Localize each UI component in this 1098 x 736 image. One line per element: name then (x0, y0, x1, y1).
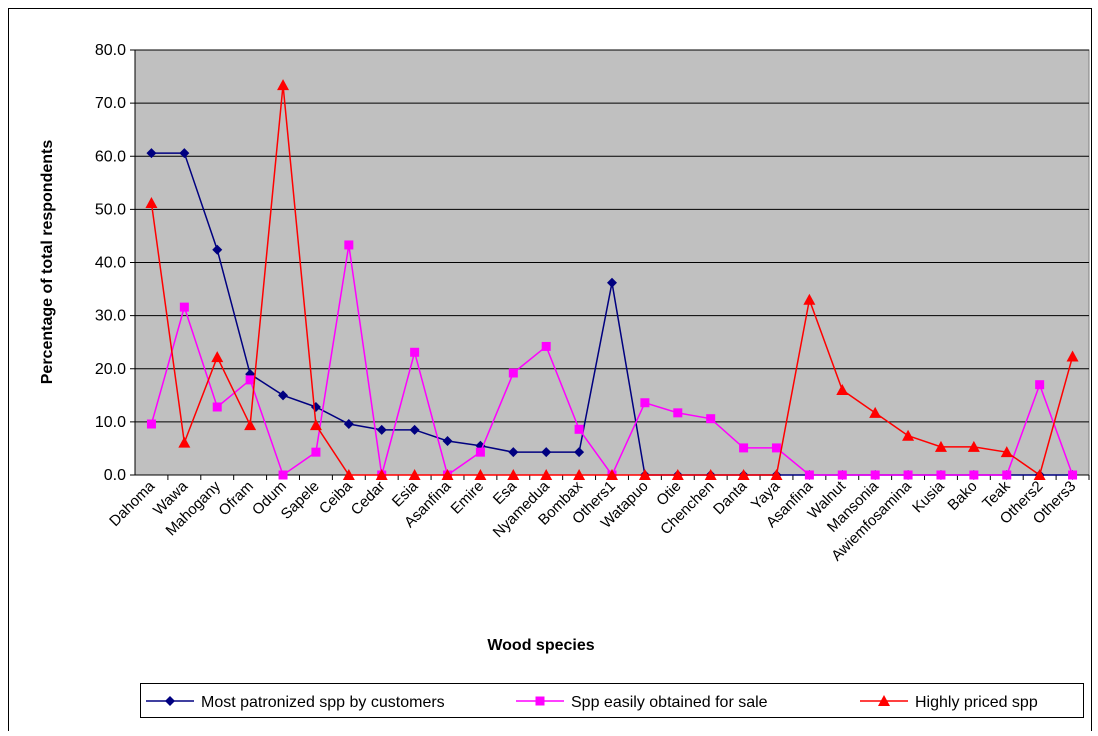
marker (278, 470, 288, 480)
marker (878, 695, 890, 706)
marker (277, 79, 290, 91)
marker (969, 470, 979, 480)
marker (344, 240, 354, 250)
marker (212, 402, 222, 412)
marker (770, 469, 783, 480)
marker (442, 436, 453, 446)
marker (212, 244, 223, 255)
marker (376, 424, 387, 435)
x-tick-label: Bako (944, 478, 980, 514)
marker (704, 469, 717, 480)
marker (507, 469, 520, 480)
legend: Most patronized spp by customers Spp easi… (140, 683, 1084, 718)
marker (1068, 470, 1078, 480)
marker (309, 419, 322, 431)
marker (311, 447, 321, 457)
marker (165, 696, 175, 706)
y-tick-label: 20.0 (95, 361, 126, 378)
marker (541, 447, 552, 458)
y-tick-label: 70.0 (95, 95, 126, 112)
marker (606, 469, 618, 480)
chart-frame (8, 8, 1092, 731)
marker (671, 469, 684, 480)
marker (967, 440, 980, 452)
marker (343, 419, 354, 429)
marker (903, 470, 913, 480)
x-tick-label: Kusia (909, 477, 948, 516)
y-tick-label: 30.0 (95, 308, 126, 325)
marker (410, 347, 420, 357)
x-tick-label: Dahoma (106, 477, 159, 530)
y-tick-label: 10.0 (95, 414, 126, 431)
marker (771, 443, 781, 453)
marker (739, 443, 749, 453)
y-tick-label: 80.0 (95, 42, 126, 59)
marker (737, 469, 750, 480)
marker (474, 469, 487, 480)
y-tick-label: 40.0 (95, 255, 126, 272)
x-tick-label: Cedar (348, 478, 389, 519)
marker (146, 419, 156, 429)
marker (836, 384, 849, 395)
marker (574, 447, 585, 458)
legend-label: Most patronized spp by customers (201, 694, 445, 711)
marker (178, 436, 191, 448)
marker (409, 424, 420, 435)
marker (146, 148, 157, 159)
marker (375, 469, 388, 480)
legend-label: Spp easily obtained for sale (571, 694, 768, 711)
x-tick-label: Ceiba (316, 477, 356, 517)
x-tick-label: Emire (448, 478, 488, 518)
marker (936, 470, 946, 480)
marker (640, 398, 650, 408)
marker (1002, 470, 1012, 480)
marker (508, 368, 518, 378)
marker (145, 197, 158, 208)
legend-label: Highly priced spp (915, 694, 1038, 711)
marker (673, 408, 683, 418)
marker (508, 447, 519, 458)
marker (638, 469, 651, 480)
marker (244, 419, 257, 431)
marker (342, 469, 355, 480)
marker (535, 696, 545, 706)
marker (804, 470, 814, 480)
y-tick-label: 0.0 (104, 467, 126, 484)
marker (706, 414, 716, 424)
marker (245, 375, 255, 385)
x-tick-label: Ofram (215, 478, 256, 519)
marker (475, 447, 485, 457)
marker (1000, 446, 1013, 458)
marker (574, 424, 584, 434)
marker (408, 469, 421, 480)
marker (1033, 469, 1046, 480)
marker (541, 341, 551, 351)
marker (837, 470, 847, 480)
marker (607, 277, 617, 288)
marker (278, 390, 289, 401)
marker (573, 469, 586, 480)
marker (179, 302, 189, 312)
marker (540, 469, 553, 480)
marker (902, 429, 915, 441)
marker (211, 351, 224, 363)
x-tick-label: Danta (710, 477, 751, 518)
marker (441, 469, 454, 480)
marker (869, 406, 882, 418)
y-tick-label: 50.0 (95, 201, 126, 218)
marker (1035, 380, 1045, 390)
marker (179, 148, 190, 159)
marker (934, 440, 947, 452)
y-axis-title: Percentage of total respondents (39, 140, 56, 385)
marker (870, 470, 880, 480)
marker (803, 293, 816, 305)
y-tick-label: 60.0 (95, 148, 126, 165)
x-axis-title: Wood species (487, 637, 594, 654)
legend-box (140, 683, 1084, 718)
marker (1066, 350, 1079, 362)
